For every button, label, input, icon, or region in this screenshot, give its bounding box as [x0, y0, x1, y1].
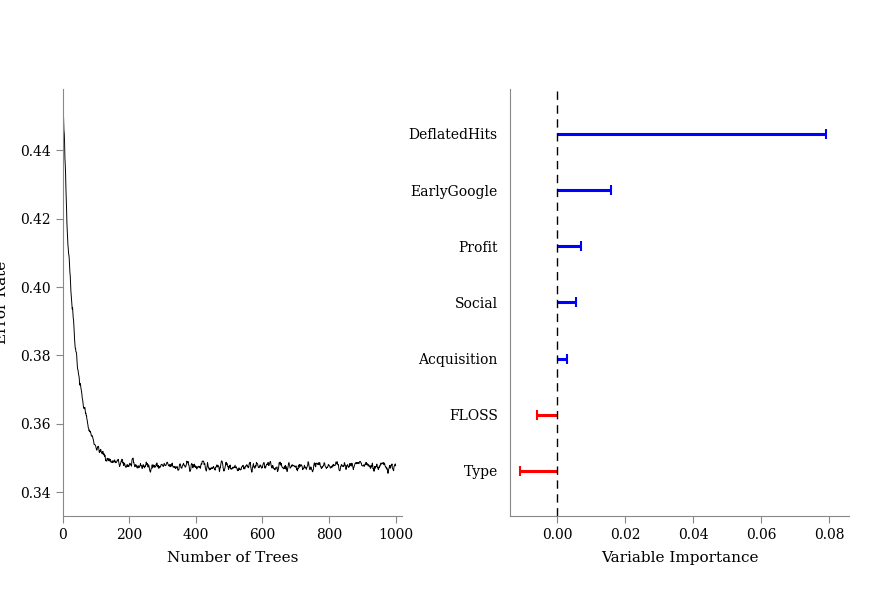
Y-axis label: Error Rate: Error Rate: [0, 261, 9, 344]
X-axis label: Number of Trees: Number of Trees: [167, 551, 298, 566]
X-axis label: Variable Importance: Variable Importance: [601, 551, 758, 566]
